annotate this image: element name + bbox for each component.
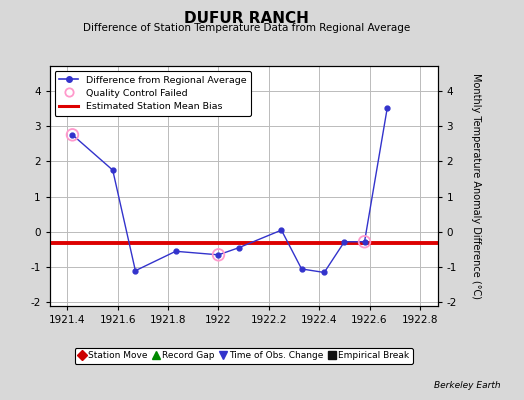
Text: Difference of Station Temperature Data from Regional Average: Difference of Station Temperature Data f… — [83, 23, 410, 33]
Legend: Station Move, Record Gap, Time of Obs. Change, Empirical Break: Station Move, Record Gap, Time of Obs. C… — [74, 348, 413, 364]
Text: DUFUR RANCH: DUFUR RANCH — [184, 11, 309, 26]
Text: Berkeley Earth: Berkeley Earth — [434, 381, 500, 390]
Point — [68, 132, 77, 138]
Point — [361, 238, 369, 245]
Y-axis label: Monthly Temperature Anomaly Difference (°C): Monthly Temperature Anomaly Difference (… — [471, 73, 481, 299]
Point — [214, 252, 223, 258]
